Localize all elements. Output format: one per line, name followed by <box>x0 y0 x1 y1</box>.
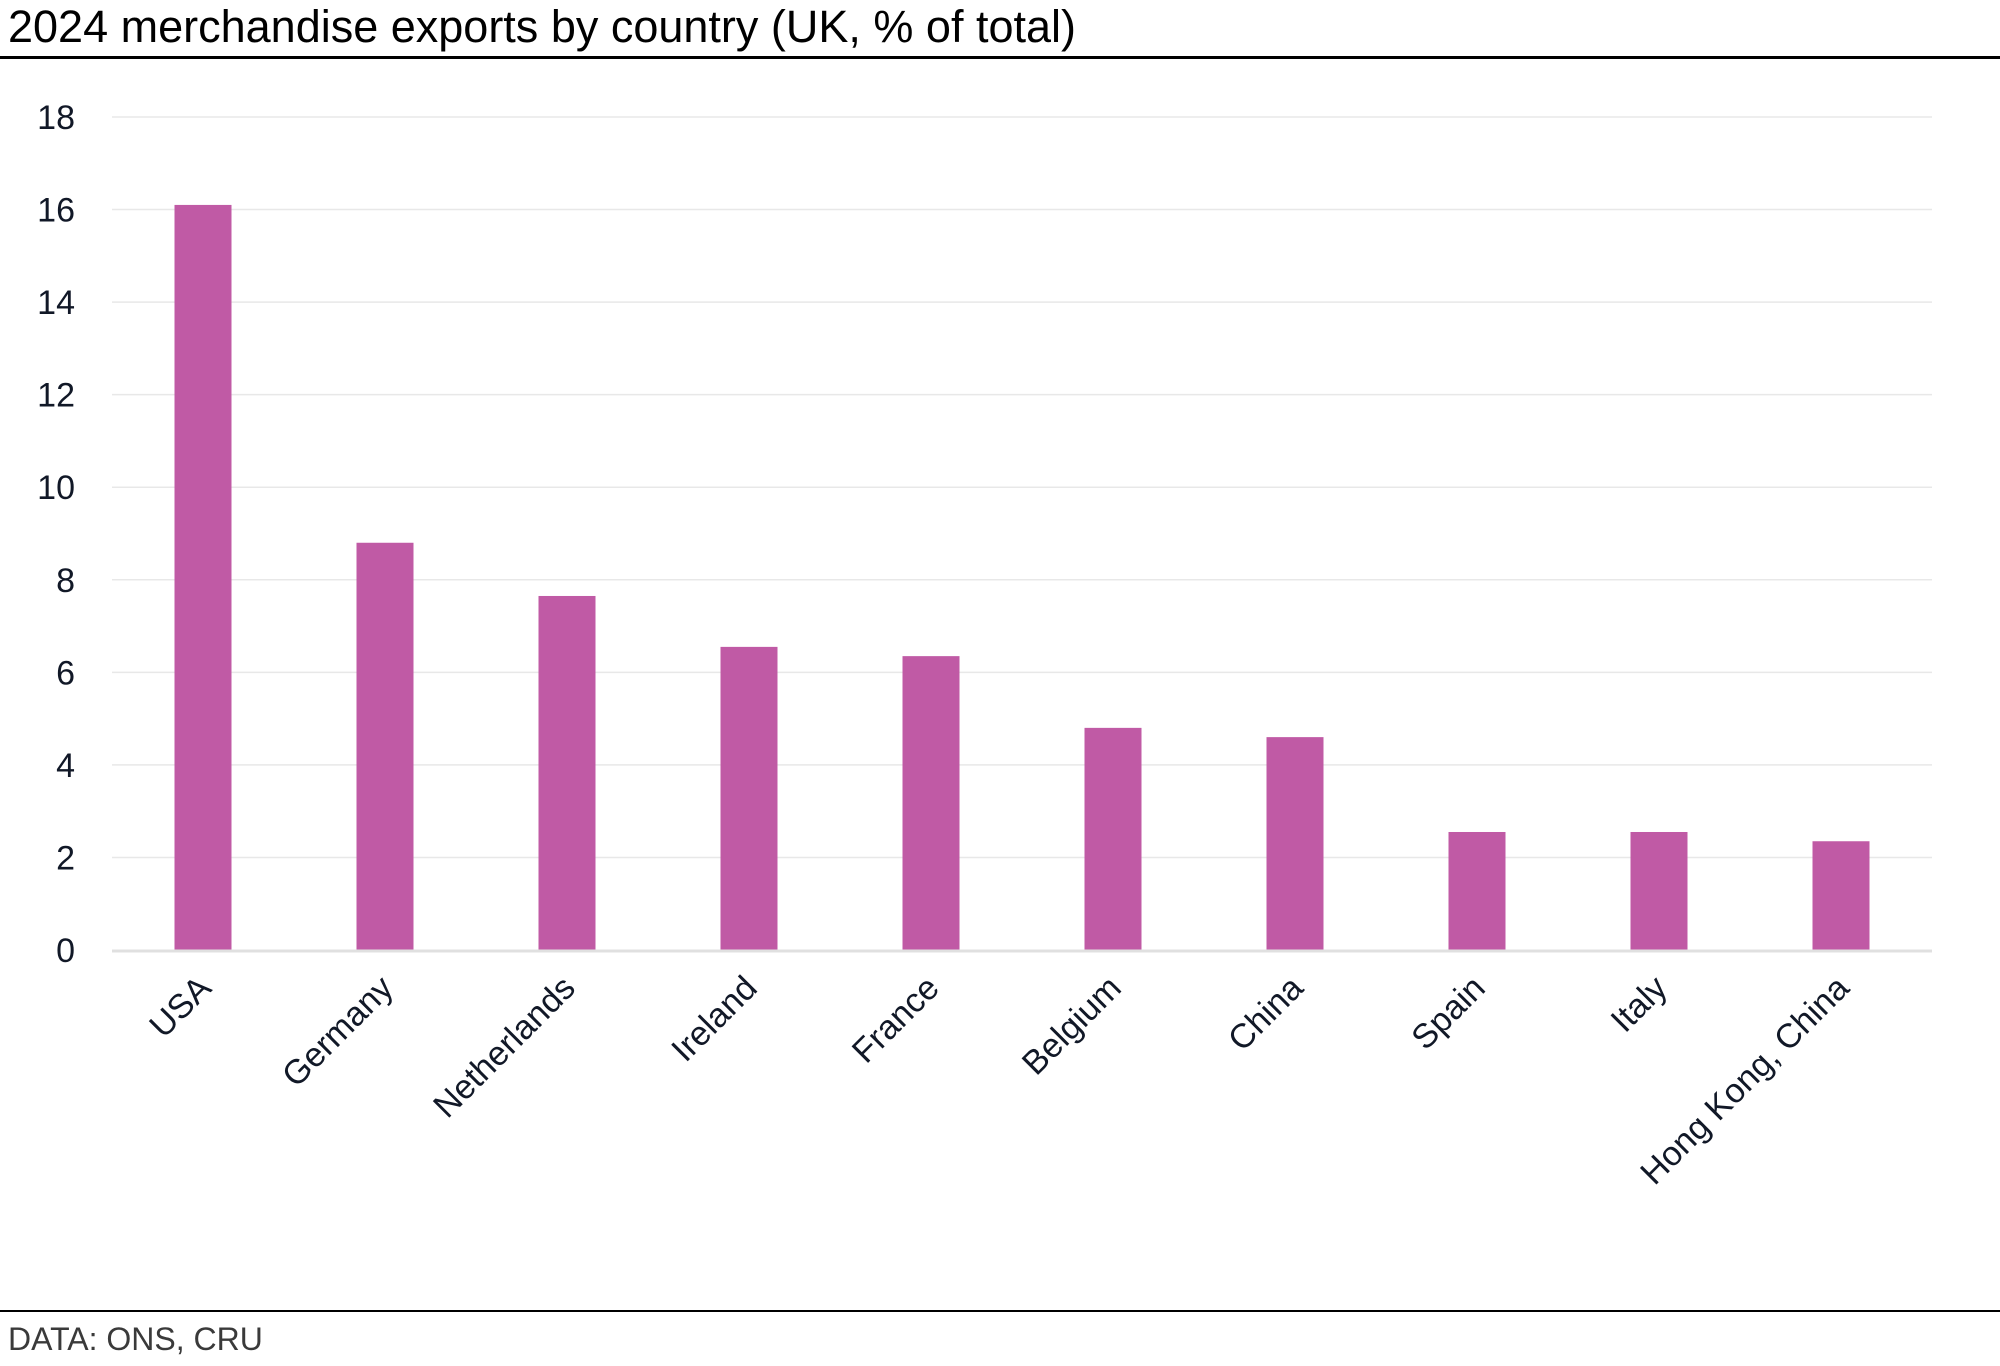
gridlines <box>112 116 1932 859</box>
y-tick-label: 18 <box>37 99 75 137</box>
bar-netherlands <box>538 595 596 950</box>
x-tick-label: USA <box>142 969 219 1046</box>
title-rule <box>0 56 2000 59</box>
x-tick-label: France <box>845 969 947 1071</box>
y-tick-label: 4 <box>56 747 75 785</box>
x-tick-label: Spain <box>1404 969 1492 1057</box>
bar-ireland <box>720 646 778 950</box>
x-tick-label: Ireland <box>664 969 764 1069</box>
source-note: DATA: ONS, CRU <box>8 1321 263 1357</box>
x-tick-label: Belgium <box>1015 969 1129 1083</box>
y-tick-label: 12 <box>37 377 75 415</box>
y-tick-label: 14 <box>37 284 75 322</box>
y-tick-label: 16 <box>37 192 75 230</box>
y-axis-ticks: 0 2 4 6 8 10 12 14 16 18 <box>37 99 75 970</box>
x-tick-label: Italy <box>1604 969 1675 1040</box>
y-tick-label: 6 <box>56 654 75 692</box>
bar-usa <box>174 204 232 950</box>
y-tick-label: 8 <box>56 562 75 600</box>
x-tick-label: Germany <box>275 969 401 1095</box>
bars <box>174 204 1870 950</box>
chart-title: 2024 merchandise exports by country (UK,… <box>8 1 1077 52</box>
x-axis-ticks: USA Germany Netherlands Ireland France Belgiu… <box>142 969 1856 1193</box>
y-tick-label: 2 <box>56 839 75 877</box>
bar-germany <box>356 542 414 950</box>
bar-italy <box>1630 831 1688 950</box>
x-tick-label: Netherlands <box>426 969 583 1126</box>
bar-france <box>902 656 960 950</box>
x-tick-label: China <box>1221 969 1311 1059</box>
bar-china <box>1266 737 1324 950</box>
bar-hong-kong-china <box>1812 841 1870 950</box>
y-tick-label: 10 <box>37 469 75 507</box>
bar-belgium <box>1084 727 1142 950</box>
footer-rule <box>0 1310 2000 1312</box>
bar-spain <box>1448 831 1506 950</box>
y-tick-label: 0 <box>56 932 75 970</box>
